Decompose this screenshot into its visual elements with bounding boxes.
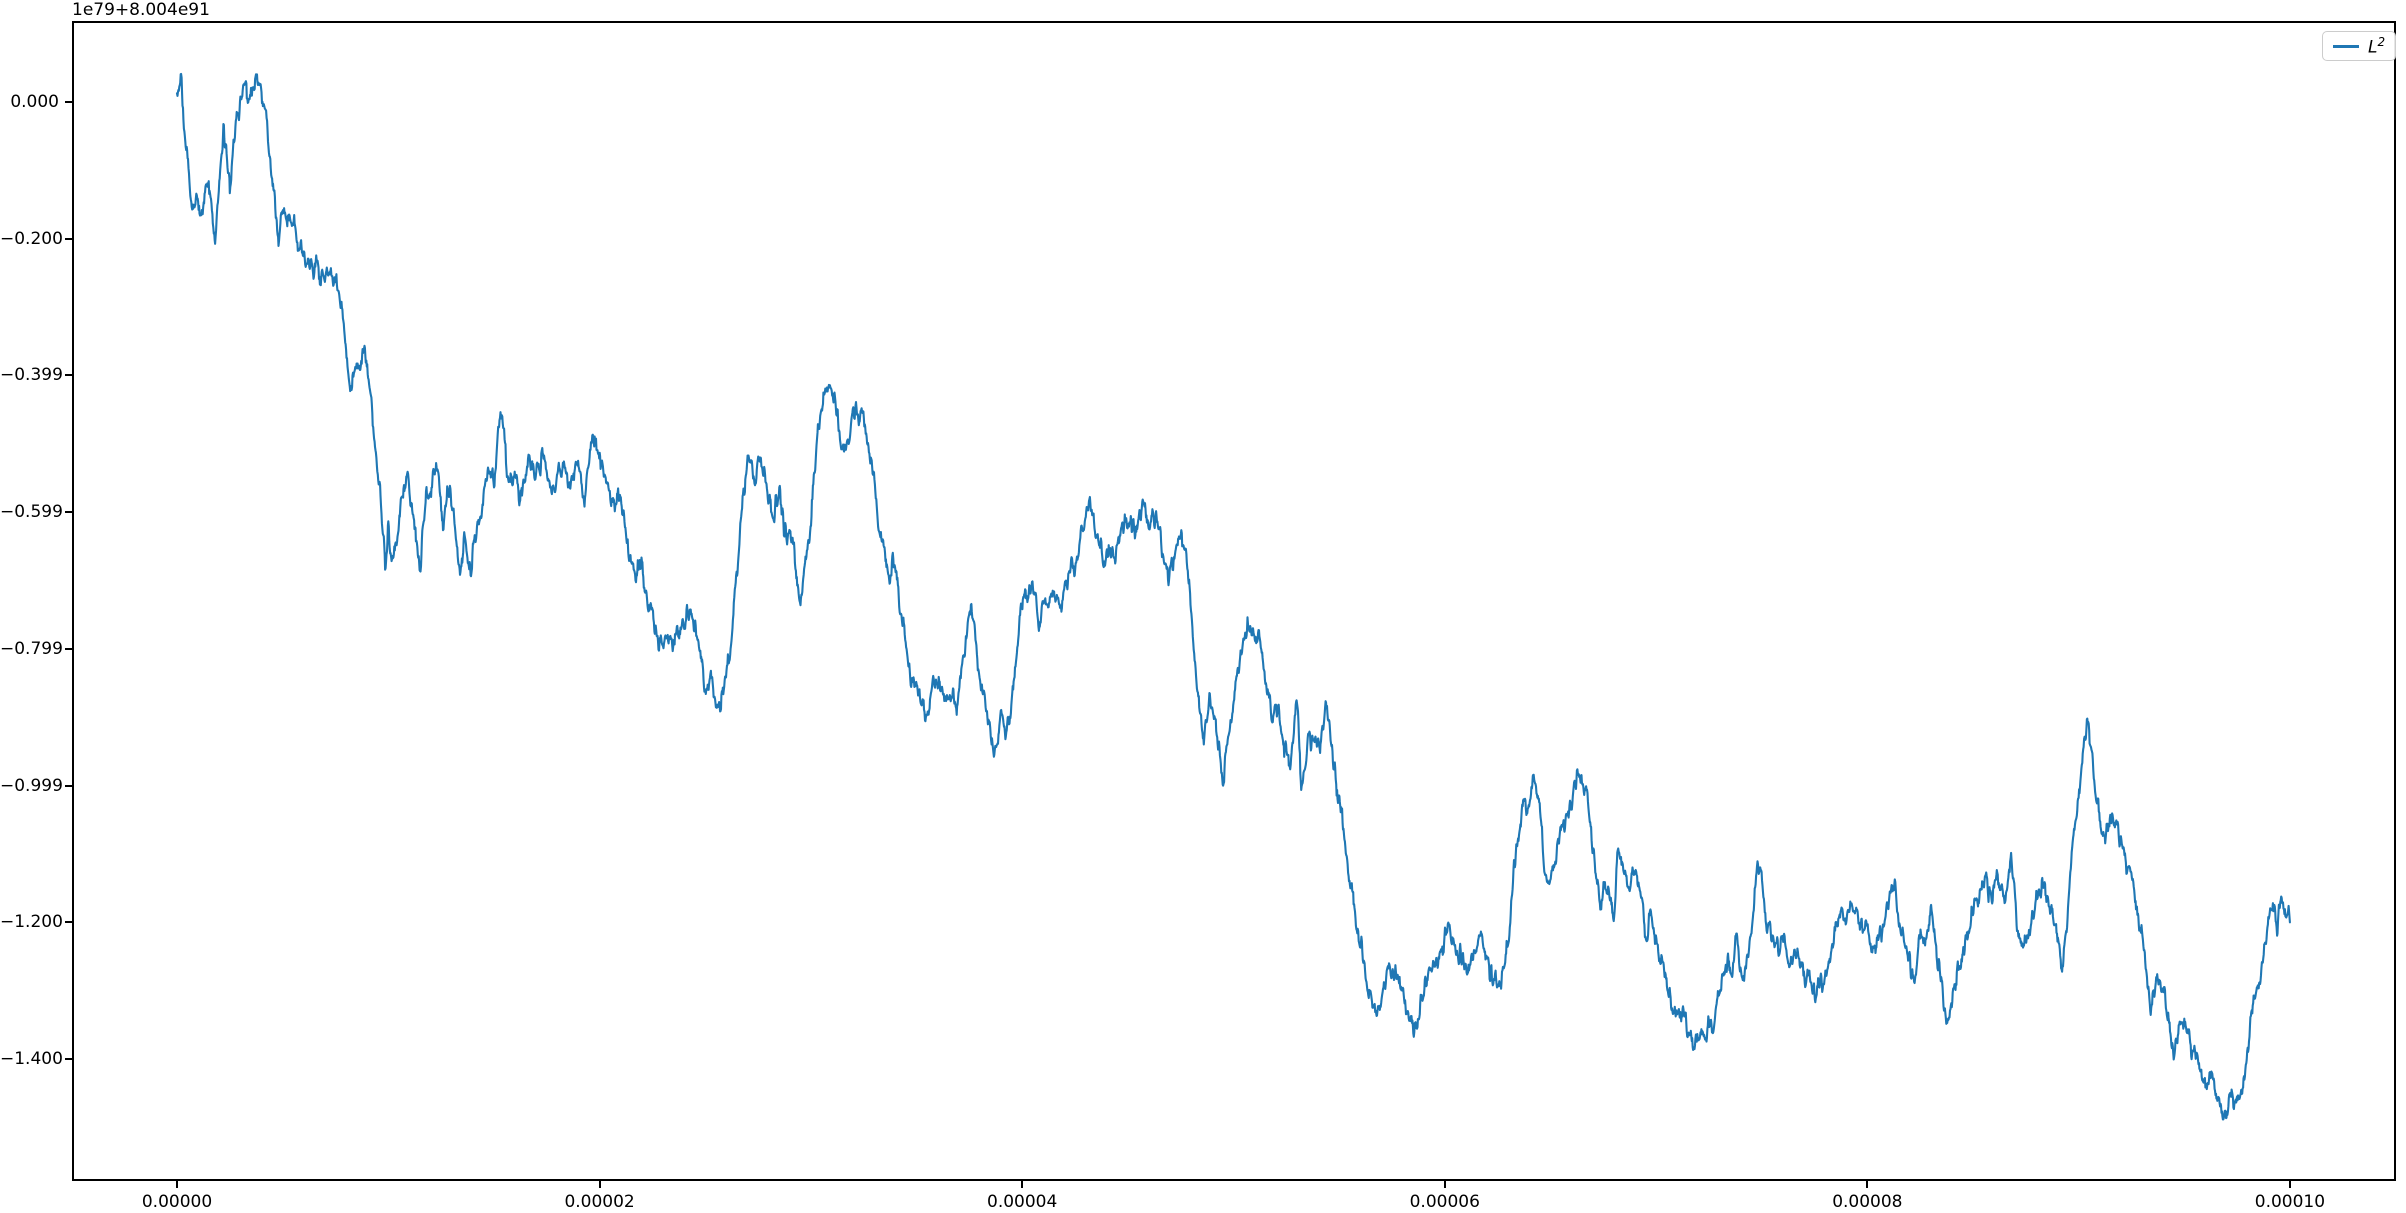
y-tick-label: −0.399 [0,365,63,386]
y-tick-label: −0.599 [0,502,63,523]
x-tick-label: 0.00002 [564,1192,635,1212]
y-tick-mark [65,374,72,377]
y-tick-mark [65,647,72,650]
y-tick-mark [65,511,72,514]
y-tick-label: 0.000 [10,92,59,112]
x-tick-mark [176,1181,178,1188]
x-tick-label: 0.00010 [2254,1192,2326,1212]
y-tick-mark [65,101,72,103]
y-tick-label: −0.799 [0,638,63,659]
x-tick-mark [1443,1181,1446,1188]
x-tick-label: 0.00006 [1409,1192,1480,1212]
x-tick-label: 0.00008 [1832,1192,1903,1212]
y-tick-label: −1.200 [0,912,63,933]
x-tick-label: 0.00000 [141,1192,213,1212]
x-tick-mark [2288,1181,2291,1188]
y-tick-mark [65,1057,72,1060]
legend-box: L2 [2322,31,2397,61]
y-tick-label: −1.400 [0,1048,63,1069]
series-line-l2 [175,72,2291,1121]
x-tick-mark [598,1181,601,1188]
y-tick-mark [65,237,72,240]
x-tick-mark [1866,1181,1869,1188]
legend-line-icon [2333,44,2359,48]
y-tick-label: −0.999 [0,775,63,796]
x-tick-mark [1021,1181,1024,1188]
y-axis-offset-text: 1e79+8.004e91 [72,0,210,20]
x-tick-label: 0.00004 [987,1192,1058,1212]
plot-area [72,21,2396,1181]
y-tick-mark [65,921,72,924]
y-tick-label: −0.200 [0,228,63,249]
legend-label: L2 [2368,34,2386,58]
y-tick-mark [65,784,72,787]
